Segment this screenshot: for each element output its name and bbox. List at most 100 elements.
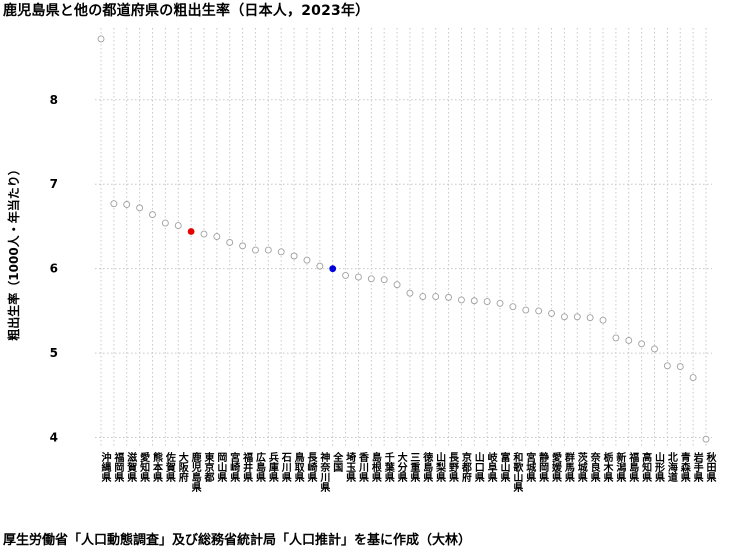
category-label: 広島県 <box>253 451 265 483</box>
data-point <box>277 248 285 256</box>
category-label: 北海道 <box>665 451 677 483</box>
category-label: 島根県 <box>369 451 381 483</box>
y-tick-label: 7 <box>50 177 58 191</box>
category-label: 鳥取県 <box>292 451 304 483</box>
data-point <box>393 281 401 289</box>
data-point <box>174 222 182 230</box>
data-point <box>470 297 478 305</box>
data-point <box>380 276 388 284</box>
category-label: 茨城県 <box>575 451 587 483</box>
category-label: 愛媛県 <box>550 451 563 483</box>
data-point <box>573 313 581 321</box>
data-point <box>290 252 298 260</box>
data-points <box>97 35 710 443</box>
category-labels: 沖縄県 福岡県 滋賀県 愛知県 熊本県 佐賀県 大阪府 鹿児島県 東京都 岡山県 宮崎県 福井県 広島県… <box>99 451 716 493</box>
category-label: 山口県 <box>472 451 484 483</box>
data-point <box>457 296 465 304</box>
category-label: 長野県 <box>447 452 459 483</box>
y-axis-title: 粗出生率（1000人・年当たり） <box>6 163 21 340</box>
data-point <box>200 230 208 238</box>
category-label: 福島県 <box>627 451 640 483</box>
data-point <box>445 293 453 301</box>
category-label: 兵庫県 <box>266 451 278 483</box>
category-label: 新潟県 <box>614 451 626 483</box>
data-point <box>367 275 375 283</box>
category-label: 栃木県 <box>601 451 614 483</box>
source-caption: 厚生労働省「人口動態調査」及び総務省統計局「人口推計」を基に作成（大林） <box>3 533 472 548</box>
data-point <box>432 293 440 300</box>
category-label: 鹿児島県 <box>189 451 202 493</box>
category-label: 和歌山県 <box>511 451 524 493</box>
data-point <box>522 306 530 314</box>
category-label: 大分県 <box>395 451 407 483</box>
data-point <box>651 345 658 353</box>
category-label: 沖縄県 <box>99 451 111 483</box>
data-point <box>548 309 555 317</box>
category-label: 福井県 <box>241 451 254 483</box>
data-point <box>149 211 156 219</box>
category-label: 全国 <box>331 451 344 473</box>
category-label: 滋賀県 <box>125 451 138 483</box>
category-label: 群馬県 <box>562 451 574 483</box>
data-point <box>213 233 221 241</box>
category-label: 大阪府 <box>176 451 188 483</box>
data-point <box>187 228 195 235</box>
category-label: 福岡県 <box>112 451 125 483</box>
data-point <box>496 299 504 307</box>
category-label: 東京都 <box>202 451 215 483</box>
grid-lines <box>95 28 712 446</box>
data-point <box>329 265 337 273</box>
data-point <box>663 362 671 370</box>
data-point <box>638 340 646 348</box>
data-point <box>419 293 427 300</box>
y-tick-label: 5 <box>50 346 58 360</box>
category-label: 埼玉県 <box>344 451 356 483</box>
category-label: 宮城県 <box>524 451 536 483</box>
category-label: 長崎県 <box>305 452 317 483</box>
category-label: 岐阜県 <box>485 451 497 483</box>
data-point <box>264 246 272 254</box>
data-point <box>316 262 324 270</box>
chart-title: 鹿児島県と他の都道府県の粗出生率（日本人，2023年） <box>3 3 370 19</box>
data-point <box>252 246 259 254</box>
data-point <box>226 239 234 246</box>
category-label: 岩手県 <box>691 451 704 483</box>
category-label: 高知県 <box>640 451 653 483</box>
y-axis: 4 5 6 7 8 <box>50 93 58 445</box>
data-point <box>239 242 247 250</box>
category-label: 香川県 <box>356 451 369 483</box>
data-point <box>161 219 169 227</box>
data-point <box>123 201 131 208</box>
category-label: 石川県 <box>279 452 292 483</box>
category-label: 熊本県 <box>150 451 162 483</box>
data-point <box>689 374 697 382</box>
y-tick-label: 8 <box>50 93 58 107</box>
data-point <box>483 298 491 306</box>
data-point <box>97 35 105 43</box>
category-label: 秋田県 <box>704 451 716 483</box>
category-label: 富山県 <box>498 451 510 483</box>
data-point <box>676 363 684 371</box>
category-label: 千葉県 <box>382 451 395 483</box>
category-label: 京都府 <box>459 451 472 483</box>
y-tick-label: 4 <box>50 431 58 445</box>
data-point <box>625 336 633 344</box>
category-label: 徳島県 <box>421 451 434 483</box>
category-label: 三重県 <box>408 452 420 483</box>
category-label: 静岡県 <box>537 451 549 483</box>
data-point <box>586 314 594 322</box>
category-label: 神奈川県 <box>318 451 331 493</box>
data-point <box>354 273 362 281</box>
data-point <box>303 256 311 264</box>
data-point <box>110 200 118 208</box>
data-point <box>136 204 144 212</box>
category-label: 奈良県 <box>588 451 601 483</box>
category-label: 青森県 <box>678 451 691 483</box>
category-label: 山梨県 <box>434 451 447 483</box>
data-point <box>702 435 710 443</box>
data-point <box>406 289 414 297</box>
data-point <box>509 303 517 311</box>
y-tick-label: 6 <box>50 262 58 276</box>
category-label: 岡山県 <box>215 452 227 483</box>
